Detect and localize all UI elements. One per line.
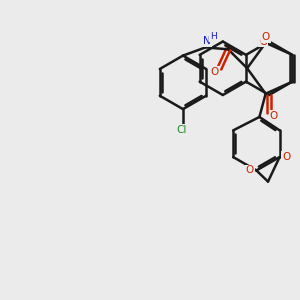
Text: O: O <box>282 152 290 162</box>
Text: O: O <box>259 37 267 46</box>
Text: Cl: Cl <box>176 125 187 135</box>
Text: H: H <box>210 32 216 41</box>
Text: O: O <box>262 32 270 43</box>
Text: O: O <box>211 67 219 76</box>
Text: O: O <box>269 111 278 121</box>
Text: O: O <box>246 166 254 176</box>
Text: N: N <box>203 36 211 46</box>
